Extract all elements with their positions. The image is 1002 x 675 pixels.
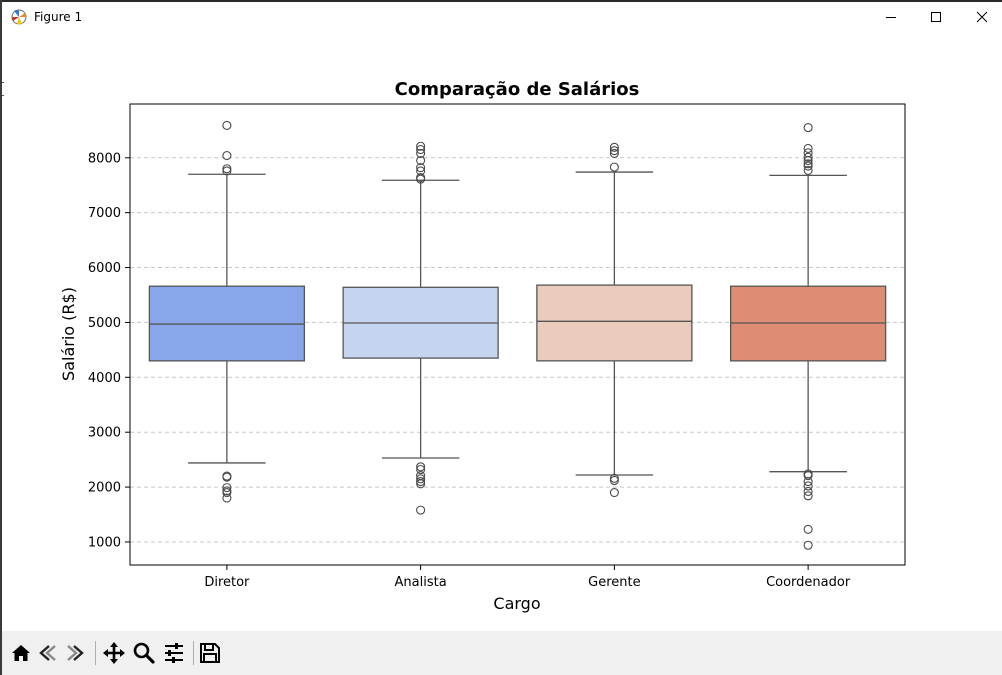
- boxplot-chart: 1000 2000 3000 4000 5000 6000 7000 8000 Diretor…: [59, 79, 906, 613]
- outlier-point: [803, 152, 813, 162]
- window-title: Figure 1: [34, 10, 83, 24]
- outlier-point: [222, 151, 232, 161]
- outlier-point: [416, 479, 426, 489]
- matplotlib-icon: [10, 8, 28, 26]
- configure-subplots-button[interactable]: [161, 640, 187, 666]
- outlier-point: [416, 163, 426, 173]
- y-tick-label: 5000: [88, 316, 121, 331]
- box-gerente: [536, 284, 693, 362]
- move-icon: [103, 642, 125, 664]
- pan-button[interactable]: [101, 640, 127, 666]
- back-button[interactable]: [35, 640, 61, 666]
- title-bar[interactable]: Figure 1: [2, 2, 1002, 32]
- outlier-point: [416, 505, 426, 515]
- sliders-icon: [165, 643, 183, 663]
- x-axis-label: Cargo: [493, 594, 540, 613]
- plot-frame: [129, 103, 906, 566]
- outlier-point: [803, 165, 813, 175]
- outlier-point: [222, 120, 232, 130]
- outlier-point: [609, 146, 619, 156]
- outlier-point: [222, 472, 232, 482]
- outlier-point: [609, 488, 619, 498]
- magnifier-icon: [133, 642, 155, 664]
- outlier-point: [803, 161, 813, 171]
- outlier-point: [803, 481, 813, 491]
- outlier-point: [803, 123, 813, 133]
- outlier-point: [803, 491, 813, 501]
- x-tick-label: Analista: [395, 575, 447, 590]
- outlier-point: [803, 477, 813, 487]
- y-tick-label: 1000: [88, 535, 121, 550]
- back-arrow-icon: [39, 645, 56, 661]
- chart-title: Comparação de Salários: [395, 79, 640, 100]
- outlier-point: [609, 142, 619, 152]
- y-tick-label: 7000: [88, 206, 121, 221]
- outlier-point: [609, 473, 619, 483]
- x-tick-label: Diretor: [204, 575, 250, 590]
- outlier-point: [803, 143, 813, 154]
- outlier-point: [416, 141, 426, 151]
- outlier-point: [222, 166, 232, 176]
- outlier-point: [416, 155, 426, 166]
- y-axis-label: Salário (R$): [59, 287, 78, 381]
- outlier-point: [416, 148, 426, 158]
- minimize-button[interactable]: [868, 2, 914, 32]
- home-icon: [12, 645, 30, 661]
- outlier-point: [803, 159, 813, 169]
- y-tick-label: 8000: [88, 151, 121, 166]
- figure-canvas[interactable]: 1000 2000 3000 4000 5000 6000 7000 8000 Diretor…: [4, 32, 1002, 630]
- outlier-point: [803, 486, 813, 497]
- outlier-point: [803, 524, 813, 534]
- minimize-icon: [886, 17, 896, 18]
- outlier-point: [416, 174, 426, 184]
- maximize-button[interactable]: [913, 2, 959, 32]
- y-tick-label: 2000: [88, 481, 121, 496]
- outlier-point: [222, 483, 232, 493]
- outlier-point: [222, 164, 232, 174]
- outlier-point: [609, 162, 619, 172]
- outlier-point: [803, 540, 813, 550]
- outlier-point: [222, 488, 232, 498]
- x-tick-label: Gerente: [588, 575, 640, 590]
- close-icon: [976, 11, 988, 23]
- outlier-point: [803, 155, 813, 166]
- outlier-point: [803, 470, 813, 481]
- outlier-point: [416, 474, 426, 484]
- x-tick-label: Coordenador: [766, 575, 851, 590]
- toolbar-separator: [95, 641, 96, 665]
- zoom-button[interactable]: [131, 640, 157, 666]
- maximize-icon: [931, 12, 941, 22]
- forward-button[interactable]: [62, 640, 88, 666]
- outlier-point: [416, 145, 426, 155]
- y-tick-label: 6000: [88, 261, 121, 276]
- outlier-point: [609, 475, 619, 486]
- outlier-point: [609, 148, 619, 158]
- outlier-point: [416, 477, 426, 487]
- save-icon: [200, 643, 220, 663]
- home-button[interactable]: [8, 640, 34, 666]
- save-button[interactable]: [197, 640, 223, 666]
- outlier-point: [416, 464, 426, 475]
- navigation-toolbar: [2, 631, 1002, 675]
- toolbar-separator: [193, 641, 194, 665]
- outlier-point: [416, 462, 426, 472]
- outlier-point: [222, 493, 232, 503]
- close-button[interactable]: [959, 2, 1002, 32]
- window-top-border: [2, 0, 1002, 2]
- forward-arrow-icon: [67, 645, 84, 661]
- y-tick-label: 4000: [88, 371, 121, 386]
- y-tick-label: 3000: [88, 426, 121, 441]
